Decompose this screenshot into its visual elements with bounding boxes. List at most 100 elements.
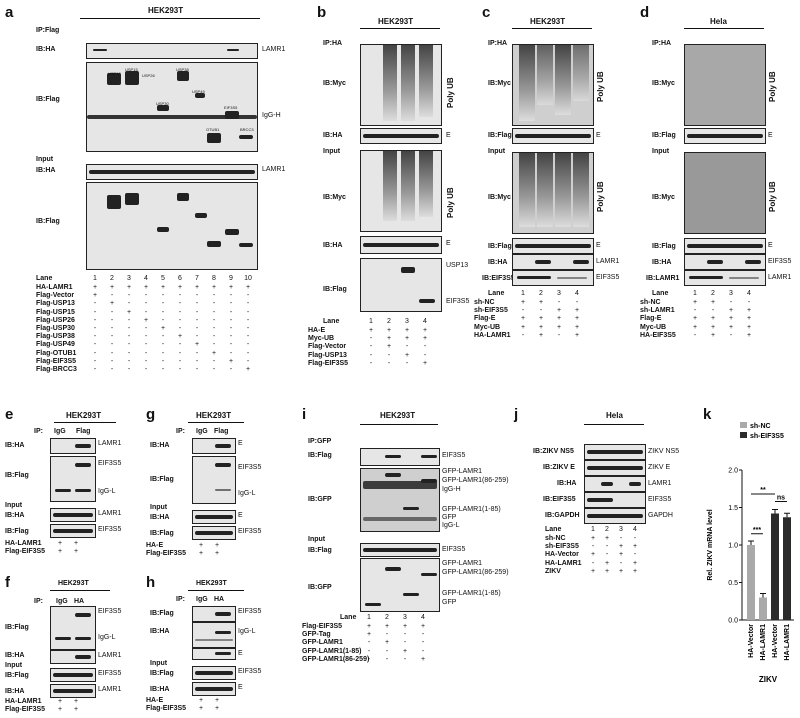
- condition-value: -: [93, 333, 97, 341]
- condition-value: -: [521, 331, 525, 339]
- panel-b-blot-myc-ip: [360, 44, 442, 126]
- condition-value: +: [604, 567, 610, 575]
- condition-value: -: [633, 551, 637, 559]
- panel-b-header-line: [360, 28, 440, 29]
- lane-number: 1: [591, 526, 595, 533]
- panel-h-blot-ha-input: [192, 682, 236, 696]
- panel-h-ip: IP:: [176, 596, 185, 603]
- panel-e-label: e: [5, 406, 14, 423]
- panel-c-ib-flag: IB:Flag: [488, 132, 512, 139]
- panel-j-ib-e: IB:ZIKV E: [543, 464, 575, 471]
- condition-value: +: [590, 567, 596, 575]
- condition-value: +: [520, 299, 526, 306]
- condition-label: Flag-USP15: [36, 308, 75, 316]
- condition-value: +: [590, 535, 596, 542]
- condition-label: sh-NC: [545, 535, 566, 542]
- condition-value: +: [198, 550, 204, 557]
- condition-value: -: [93, 316, 97, 324]
- panel-e-lamr1: LAMR1: [98, 440, 122, 447]
- zikv-mrna-chart: 0.0 0.5 1.0 1.5 2.0 Rel. ZIKV mRNA level HA-Ve…: [707, 422, 794, 684]
- legend-label: sh-NC: [750, 423, 771, 430]
- condition-value: +: [92, 284, 98, 291]
- condition-value: -: [229, 325, 233, 332]
- condition-label: Flag-EIF3S5: [5, 706, 46, 713]
- condition-value: +: [194, 284, 200, 291]
- panel-g-input: Input: [150, 504, 168, 511]
- condition-value: +: [73, 698, 79, 705]
- lane-number: 1: [521, 290, 525, 297]
- condition-label: Flag-USP30: [36, 325, 75, 332]
- condition-value: -: [229, 308, 233, 316]
- lane-number: 1: [367, 614, 371, 621]
- condition-value: -: [195, 325, 199, 332]
- condition-label: GFP-Tag: [302, 631, 331, 639]
- condition-value: +: [710, 315, 716, 323]
- lane-number: 3: [619, 526, 623, 533]
- condition-value: +: [574, 315, 580, 323]
- significance-label: ***: [753, 527, 761, 534]
- condition-value: +: [556, 323, 562, 331]
- condition-value: -: [127, 357, 131, 365]
- panel-f-ib-flag: IB:Flag: [5, 624, 29, 631]
- condition-value: +: [384, 623, 390, 630]
- panel-d-lamr1: LAMR1: [768, 274, 792, 281]
- condition-value: -: [385, 631, 389, 639]
- condition-value: +: [194, 341, 200, 349]
- band-usp15: USP15: [125, 67, 138, 72]
- condition-value: -: [127, 366, 131, 373]
- panel-g-ib-flag: IB:Flag: [150, 476, 174, 483]
- condition-value: -: [178, 316, 182, 324]
- panel-d-e: E: [768, 132, 773, 139]
- condition-value: -: [212, 292, 216, 300]
- panel-d-ib-ha: IB:HA: [652, 259, 672, 266]
- condition-value: -: [246, 357, 250, 365]
- x-tick-label: HA-Vector: [772, 624, 779, 658]
- condition-value: -: [93, 308, 97, 316]
- panel-d-blot-lamr1: [684, 270, 766, 286]
- condition-value: +: [538, 323, 544, 331]
- panel-i-eif3s5: EIF3S5: [442, 452, 466, 459]
- condition-value: -: [619, 535, 623, 542]
- condition-value: -: [747, 299, 751, 306]
- condition-value: +: [556, 307, 562, 315]
- condition-value: -: [144, 292, 148, 300]
- condition-value: -: [178, 325, 182, 332]
- lane-number: 1: [369, 318, 373, 325]
- panel-a-ib-flag2: IB:Flag: [36, 218, 60, 225]
- panel-g-blot-ha-input: [192, 510, 236, 524]
- panel-e-lamr1-2: LAMR1: [98, 510, 122, 517]
- panel-e-blot-flag: [50, 456, 96, 502]
- panel-j-ib-gapdh: IB:GAPDH: [545, 512, 580, 519]
- panel-d-ib-myc: IB:Myc: [652, 80, 675, 87]
- condition-value: -: [385, 647, 389, 655]
- bar-sh-eif3s5: [783, 517, 791, 620]
- panel-j-lane: Lane: [545, 526, 562, 533]
- condition-value: -: [246, 333, 250, 341]
- condition-value: -: [591, 543, 595, 551]
- bar-sh-nc: [747, 545, 755, 620]
- y-tick-label: 0.5: [728, 580, 738, 587]
- condition-value: -: [229, 366, 233, 373]
- condition-label: HA-LAMR1: [474, 331, 511, 339]
- condition-value: -: [246, 308, 250, 316]
- panel-i-gfp-lamr1-b: GFP-LAMR1: [442, 560, 483, 567]
- condition-label: HA-E: [146, 542, 164, 549]
- condition-label: Flag-BRCC3: [36, 366, 77, 373]
- lane-number: 4: [633, 526, 637, 533]
- panel-b-eif3s5: EIF3S5: [446, 298, 470, 305]
- y-tick-label: 1.5: [728, 505, 738, 512]
- panel-h-label: h: [146, 574, 156, 591]
- condition-label: Flag-USP49: [36, 341, 75, 349]
- panel-j-blot-ns5: [584, 444, 646, 460]
- panel-j-ib-eif: IB:EIF3S5: [543, 496, 576, 503]
- condition-value: +: [556, 315, 562, 323]
- panel-g-ib-flag2: IB:Flag: [150, 530, 174, 537]
- condition-label: Flag-OTUB1: [36, 349, 77, 357]
- condition-value: +: [692, 315, 698, 323]
- panel-c-lamr1: LAMR1: [596, 258, 620, 265]
- condition-value: -: [387, 351, 391, 359]
- condition-value: -: [144, 357, 148, 365]
- lane-number: 3: [729, 290, 733, 297]
- panel-h-e: E: [238, 650, 243, 657]
